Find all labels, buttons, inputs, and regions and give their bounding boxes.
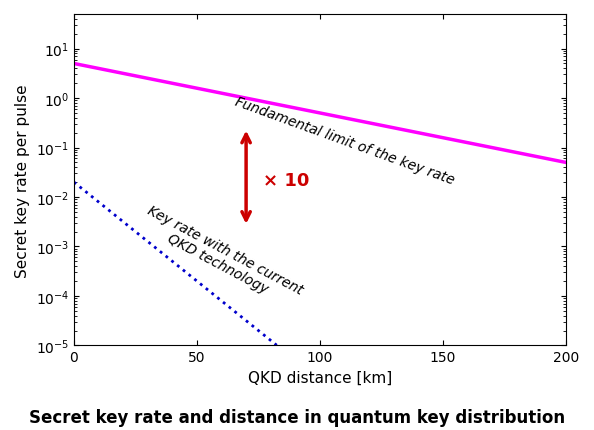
Text: Fundamental limit of the key rate: Fundamental limit of the key rate [233, 95, 456, 187]
Text: Key rate with the current
QKD technology: Key rate with the current QKD technology [138, 203, 305, 311]
X-axis label: QKD distance [km]: QKD distance [km] [248, 370, 392, 385]
Text: × 10: × 10 [263, 171, 309, 189]
Y-axis label: Secret key rate per pulse: Secret key rate per pulse [15, 84, 30, 277]
Text: Secret key rate and distance in quantum key distribution: Secret key rate and distance in quantum … [29, 408, 565, 426]
